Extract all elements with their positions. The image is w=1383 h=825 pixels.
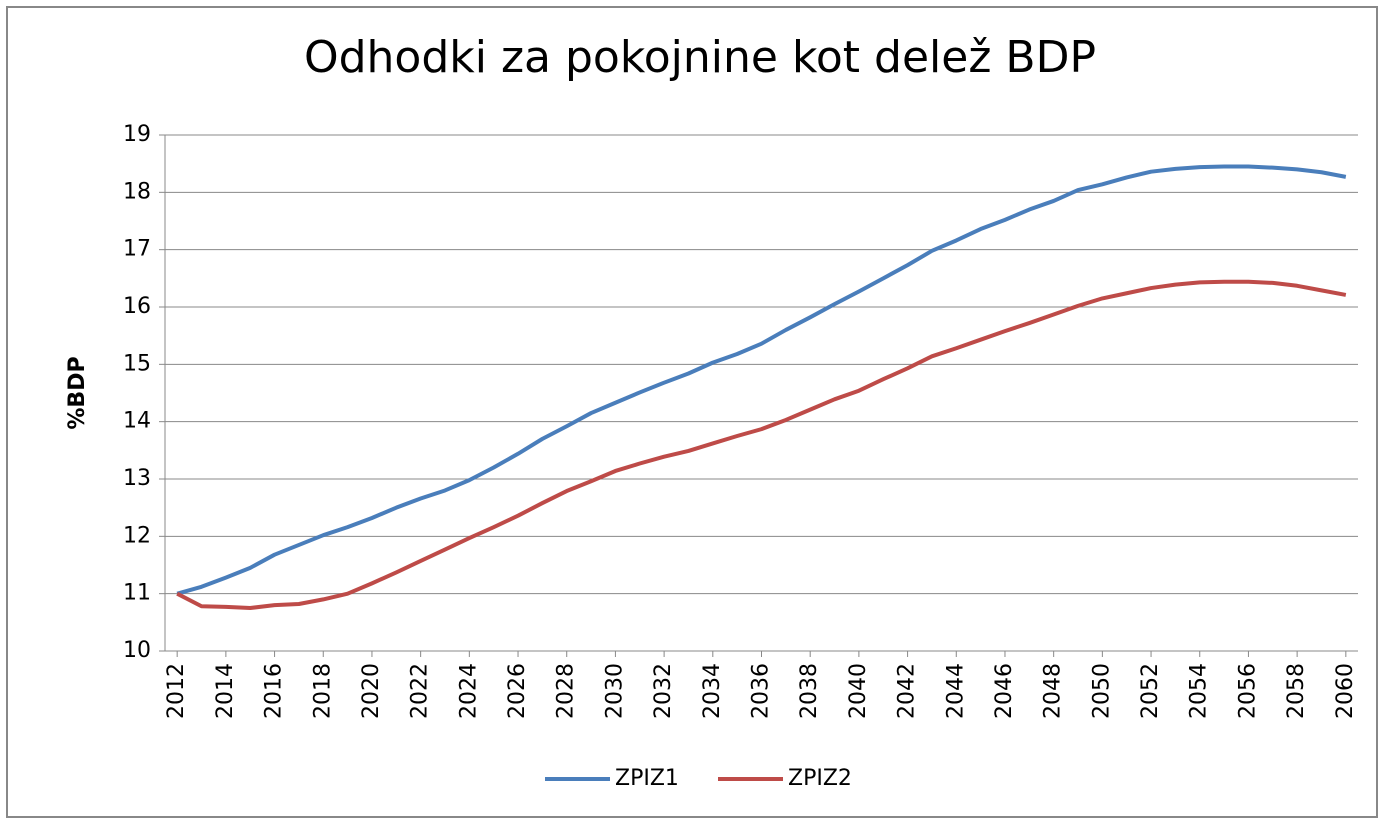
- y-tick-label: 11: [123, 581, 151, 606]
- x-tick-label: 2052: [1138, 663, 1163, 719]
- x-tick-label: 2048: [1041, 663, 1066, 719]
- x-tick-label: 2044: [943, 663, 968, 719]
- legend-label: ZPIZ1: [615, 766, 679, 791]
- y-tick-label: 16: [123, 294, 151, 319]
- x-tick-label: 2038: [797, 663, 822, 719]
- x-tick-label: 2026: [505, 663, 530, 719]
- x-tick-label: 2020: [359, 663, 384, 719]
- x-tick-label: 2012: [164, 663, 189, 719]
- y-tick-label: 17: [123, 237, 151, 262]
- y-tick-label: 12: [123, 523, 151, 548]
- x-tick-label: 2014: [213, 663, 238, 719]
- x-tick-label: 2046: [992, 663, 1017, 719]
- x-tick-label: 2028: [554, 663, 579, 719]
- y-axis-label: %BDP: [65, 356, 90, 429]
- x-tick-label: 2030: [602, 663, 627, 719]
- x-tick-label: 2042: [895, 663, 920, 719]
- x-tick-label: 2032: [651, 663, 676, 719]
- chart-border: [6, 6, 1378, 818]
- series-line: [176, 279, 1347, 610]
- y-tick-label: 18: [123, 179, 151, 204]
- x-tick-label: 2022: [408, 663, 433, 719]
- x-tick-label: 2060: [1333, 663, 1358, 719]
- x-tick-label: 2054: [1187, 663, 1212, 719]
- y-tick-label: 14: [123, 409, 151, 434]
- legend-label: ZPIZ2: [788, 766, 852, 791]
- x-tick-label: 2050: [1089, 663, 1114, 719]
- y-tick-label: 10: [123, 638, 151, 663]
- x-tick-label: 2040: [846, 663, 871, 719]
- x-tick-label: 2016: [262, 663, 287, 719]
- y-tick-label: 15: [123, 351, 151, 376]
- chart-title: Odhodki za pokojnine kot delež BDP: [304, 32, 1096, 83]
- y-tick-label: 19: [123, 122, 151, 147]
- series-line: [176, 164, 1347, 596]
- x-tick-label: 2058: [1284, 663, 1309, 719]
- x-tick-label: 2036: [749, 663, 774, 719]
- y-tick-label: 13: [123, 466, 151, 491]
- x-tick-label: 2034: [700, 663, 725, 719]
- x-tick-label: 2024: [456, 663, 481, 719]
- x-tick-label: 2056: [1235, 663, 1260, 719]
- x-tick-label: 2018: [310, 663, 335, 719]
